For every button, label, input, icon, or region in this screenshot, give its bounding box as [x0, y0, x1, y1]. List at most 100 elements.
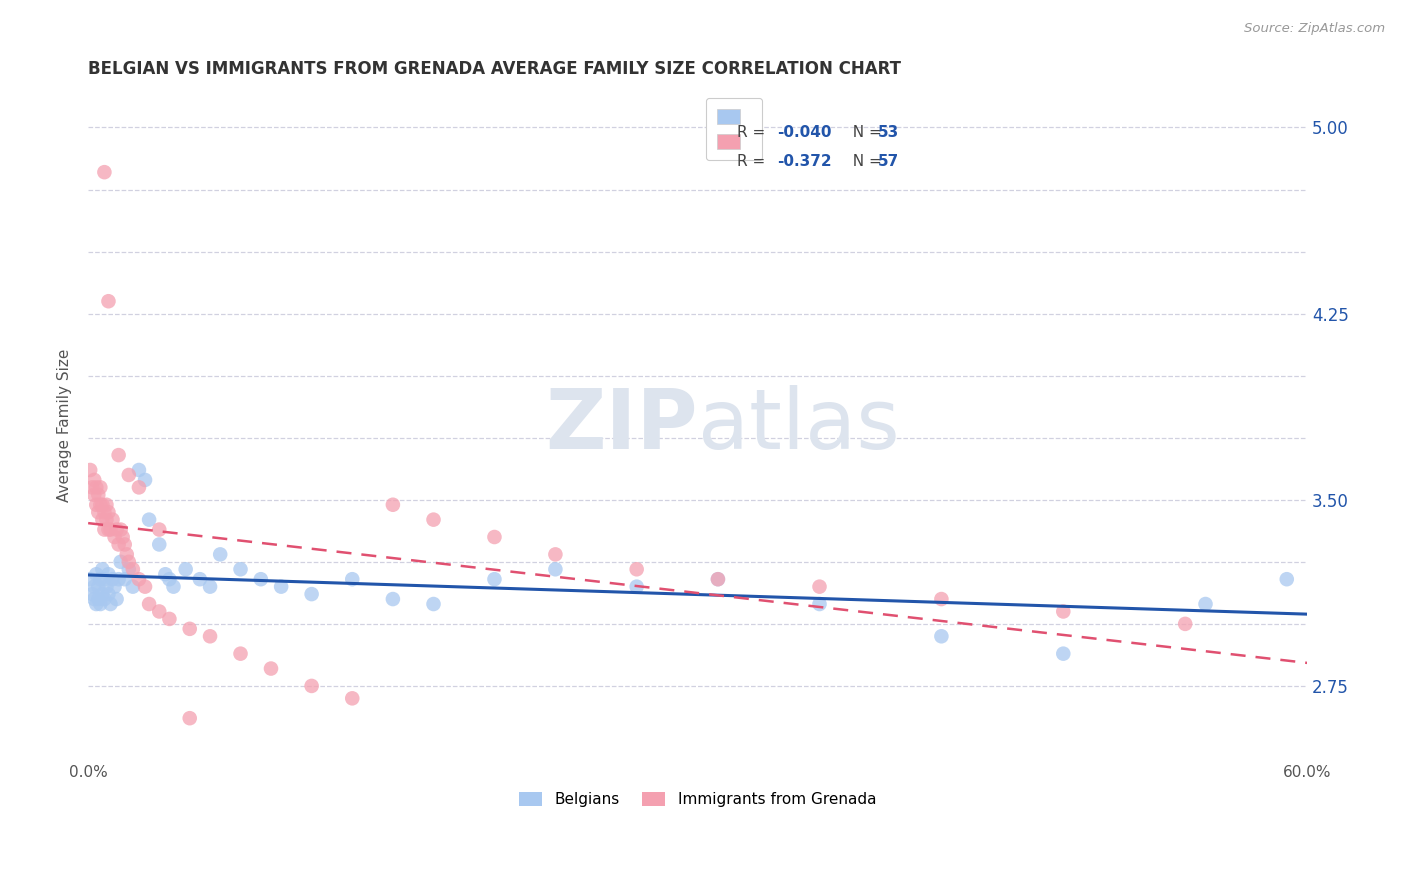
Point [174, 562, 197, 576]
Point [484, 530, 506, 544]
Point [111, 530, 134, 544]
Text: R =: R = [737, 125, 770, 140]
Point [162, 580, 184, 594]
Point [198, 629, 221, 643]
Point [100, 523, 122, 537]
Point [105, 523, 128, 537]
Point [484, 572, 506, 586]
Point [83, 473, 105, 487]
Point [157, 572, 180, 586]
Text: 57: 57 [877, 154, 900, 169]
Point [97, 587, 120, 601]
Point [110, 523, 132, 537]
Point [1275, 572, 1298, 586]
Point [84, 498, 107, 512]
Text: atlas: atlas [697, 384, 900, 466]
Point [82, 587, 104, 601]
Point [301, 679, 323, 693]
Point [107, 537, 129, 551]
Point [626, 580, 648, 594]
Point [422, 513, 444, 527]
Point [100, 597, 122, 611]
Point [83, 592, 105, 607]
Point [91, 513, 114, 527]
Text: R =: R = [737, 154, 770, 169]
Point [118, 562, 141, 576]
Point [84, 567, 107, 582]
Point [128, 572, 150, 586]
Point [79, 463, 101, 477]
Point [342, 572, 364, 586]
Text: N =: N = [842, 125, 887, 140]
Point [89, 498, 111, 512]
Point [138, 513, 160, 527]
Point [84, 480, 107, 494]
Point [544, 548, 567, 562]
Point [1052, 605, 1074, 619]
Point [381, 592, 404, 607]
Text: 53: 53 [877, 125, 900, 140]
Text: -0.040: -0.040 [776, 125, 831, 140]
Point [105, 592, 128, 607]
Point [422, 597, 444, 611]
Point [118, 467, 141, 482]
Point [121, 580, 143, 594]
Point [626, 562, 648, 576]
Point [101, 572, 124, 586]
Point [301, 587, 323, 601]
Point [250, 572, 273, 586]
Point [103, 530, 125, 544]
Point [707, 572, 730, 586]
Point [110, 555, 132, 569]
Point [155, 567, 177, 582]
Point [96, 580, 118, 594]
Point [101, 513, 124, 527]
Point [93, 523, 115, 537]
Point [87, 488, 110, 502]
Point [808, 580, 831, 594]
Point [128, 480, 150, 494]
Text: N =: N = [842, 154, 887, 169]
Point [188, 572, 211, 586]
Point [91, 587, 114, 601]
Point [84, 597, 107, 611]
Point [342, 691, 364, 706]
Point [87, 505, 110, 519]
Point [931, 592, 953, 607]
Point [138, 597, 160, 611]
Point [179, 622, 201, 636]
Point [157, 612, 180, 626]
Point [1194, 597, 1216, 611]
Point [93, 505, 115, 519]
Text: -0.372: -0.372 [776, 154, 831, 169]
Point [89, 480, 111, 494]
Point [97, 294, 120, 309]
Point [118, 555, 141, 569]
Point [229, 647, 252, 661]
Point [148, 537, 170, 551]
Point [96, 498, 118, 512]
Point [179, 711, 201, 725]
Point [707, 572, 730, 586]
Point [1052, 647, 1074, 661]
Point [83, 580, 105, 594]
Point [103, 580, 125, 594]
Point [83, 488, 105, 502]
Point [260, 661, 283, 675]
Point [91, 562, 114, 576]
Point [115, 548, 138, 562]
Point [544, 562, 567, 576]
Text: Source: ZipAtlas.com: Source: ZipAtlas.com [1244, 22, 1385, 36]
Point [91, 498, 114, 512]
Point [79, 572, 101, 586]
Point [114, 537, 136, 551]
Point [114, 572, 136, 586]
Point [931, 629, 953, 643]
Legend: Belgians, Immigrants from Grenada: Belgians, Immigrants from Grenada [513, 786, 882, 813]
Point [121, 562, 143, 576]
Point [87, 580, 110, 594]
Text: ZIP: ZIP [546, 384, 697, 466]
Point [148, 523, 170, 537]
Point [89, 597, 111, 611]
Point [209, 548, 232, 562]
